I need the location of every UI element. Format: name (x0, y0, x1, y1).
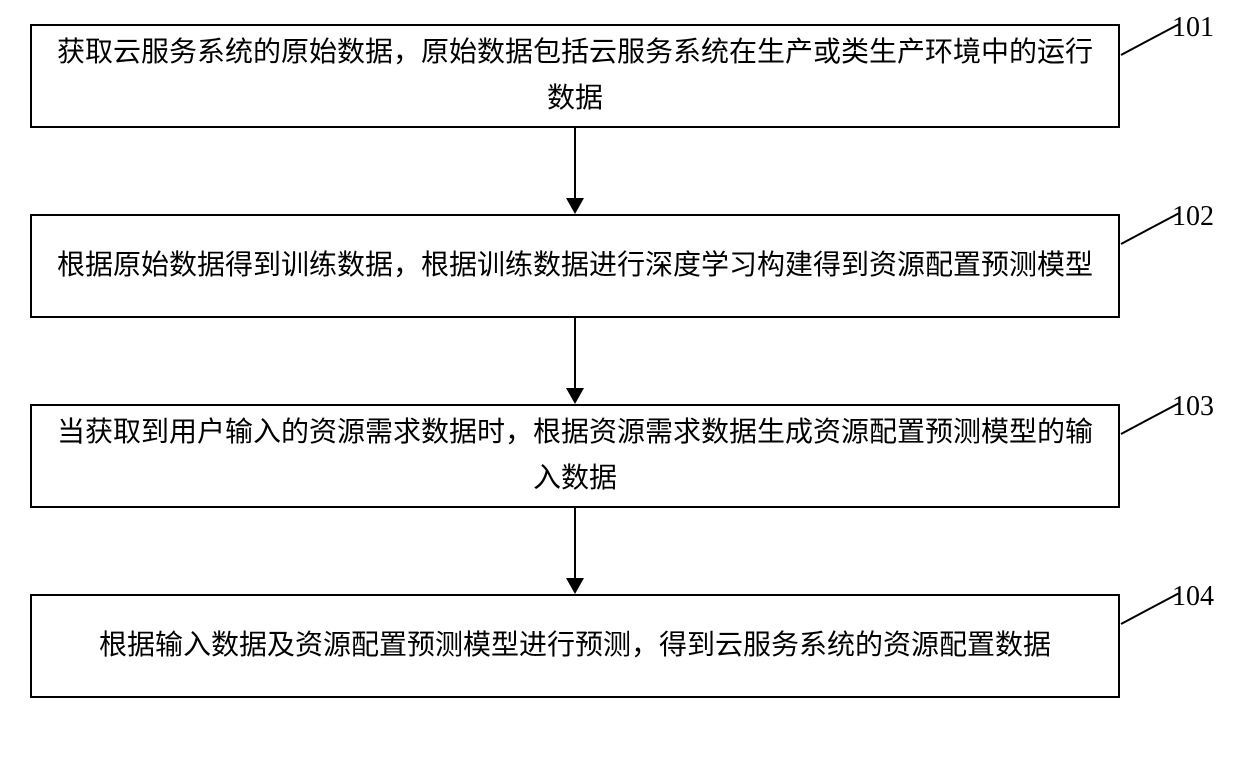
step-label-103: 103 (1172, 391, 1214, 423)
label-connector-104 (1121, 593, 1179, 625)
arrow-head-icon (566, 388, 584, 404)
step-text-103: 当获取到用户输入的资源需求数据时，根据资源需求数据生成资源配置预测模型的输入数据 (56, 410, 1094, 502)
arrow-head-icon (566, 578, 584, 594)
step-label-104: 104 (1172, 581, 1214, 613)
arrow-head-icon (566, 198, 584, 214)
arrow-3-4 (566, 508, 584, 594)
step-box-101: 获取云服务系统的原始数据，原始数据包括云服务系统在生产或类生产环境中的运行数据 (30, 24, 1120, 128)
step-label-101: 101 (1172, 12, 1214, 44)
step-box-104: 根据输入数据及资源配置预测模型进行预测，得到云服务系统的资源配置数据 (30, 594, 1120, 698)
arrow-line (574, 128, 577, 198)
label-connector-102 (1121, 213, 1179, 245)
flowchart-container: 获取云服务系统的原始数据，原始数据包括云服务系统在生产或类生产环境中的运行数据 … (0, 0, 1240, 783)
arrow-1-2 (566, 128, 584, 214)
step-box-102: 根据原始数据得到训练数据，根据训练数据进行深度学习构建得到资源配置预测模型 (30, 214, 1120, 318)
step-text-104: 根据输入数据及资源配置预测模型进行预测，得到云服务系统的资源配置数据 (99, 623, 1051, 669)
label-connector-101 (1121, 24, 1179, 56)
step-text-101: 获取云服务系统的原始数据，原始数据包括云服务系统在生产或类生产环境中的运行数据 (56, 30, 1094, 122)
step-label-102: 102 (1172, 201, 1214, 233)
arrow-line (574, 508, 577, 578)
arrow-2-3 (566, 318, 584, 404)
label-connector-103 (1121, 403, 1179, 435)
step-text-102: 根据原始数据得到训练数据，根据训练数据进行深度学习构建得到资源配置预测模型 (57, 243, 1093, 289)
step-box-103: 当获取到用户输入的资源需求数据时，根据资源需求数据生成资源配置预测模型的输入数据 (30, 404, 1120, 508)
arrow-line (574, 318, 577, 388)
